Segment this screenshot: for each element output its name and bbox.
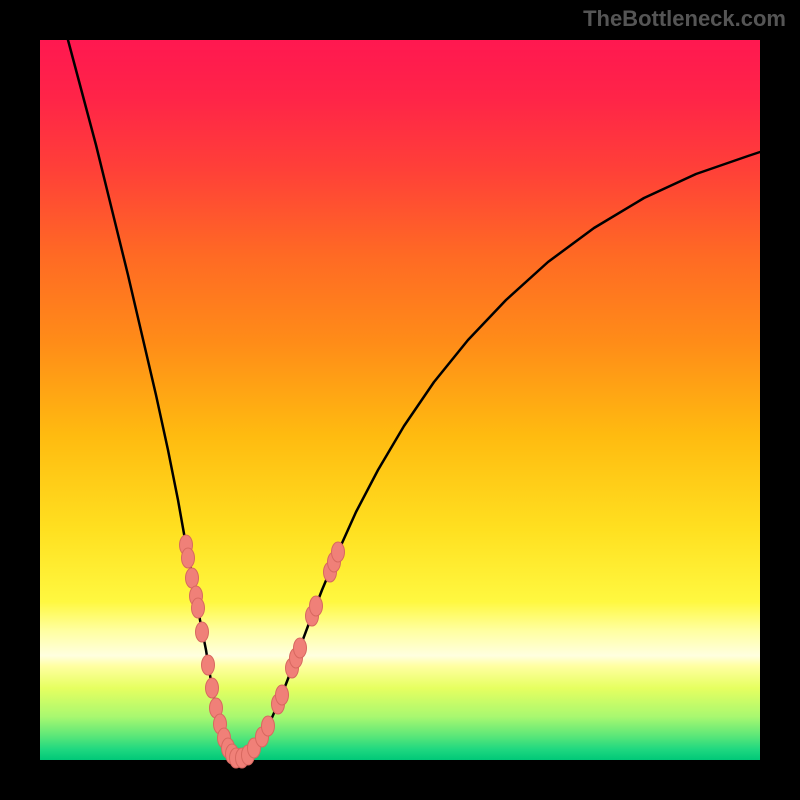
curve-marker <box>206 678 219 698</box>
watermark-text: TheBottleneck.com <box>583 6 786 32</box>
curve-marker <box>276 685 289 705</box>
curve-marker <box>332 542 345 562</box>
curve-marker <box>186 568 199 588</box>
curve-marker <box>192 598 205 618</box>
curve-marker <box>196 622 209 642</box>
bottleneck-curve-left <box>68 40 240 759</box>
curve-marker <box>310 596 323 616</box>
bottleneck-curve-right <box>240 152 760 759</box>
marker-group <box>180 535 345 768</box>
chart-container: TheBottleneck.com <box>0 0 800 800</box>
curve-marker <box>202 655 215 675</box>
curve-marker <box>294 638 307 658</box>
curve-marker <box>262 716 275 736</box>
chart-overlay-svg <box>0 0 800 800</box>
curve-marker <box>182 548 195 568</box>
